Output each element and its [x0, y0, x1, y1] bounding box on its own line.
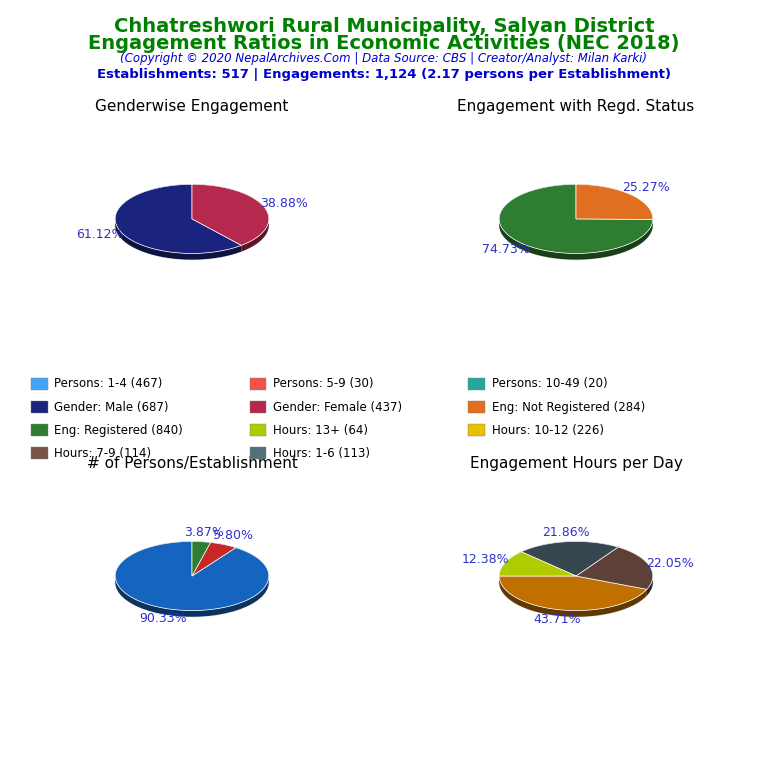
Polygon shape — [618, 547, 653, 595]
Text: Hours: 13+ (64): Hours: 13+ (64) — [273, 424, 368, 436]
Text: Establishments: 517 | Engagements: 1,124 (2.17 persons per Establishment): Establishments: 517 | Engagements: 1,124… — [97, 68, 671, 81]
Polygon shape — [115, 541, 269, 617]
Title: Engagement with Regd. Status: Engagement with Regd. Status — [458, 99, 694, 114]
Text: 90.33%: 90.33% — [139, 611, 187, 624]
Text: Persons: 5-9 (30): Persons: 5-9 (30) — [273, 378, 373, 390]
Polygon shape — [576, 547, 653, 589]
Polygon shape — [115, 184, 241, 260]
Polygon shape — [192, 541, 210, 576]
Text: 43.71%: 43.71% — [533, 613, 581, 626]
Text: (Copyright © 2020 NepalArchives.Com | Data Source: CBS | Creator/Analyst: Milan : (Copyright © 2020 NepalArchives.Com | Da… — [121, 52, 647, 65]
Title: Genderwise Engagement: Genderwise Engagement — [95, 99, 289, 114]
Polygon shape — [115, 190, 269, 260]
Polygon shape — [521, 541, 618, 576]
Text: 5.80%: 5.80% — [213, 529, 253, 542]
Polygon shape — [499, 576, 647, 611]
Text: 22.05%: 22.05% — [646, 557, 694, 570]
Text: Persons: 10-49 (20): Persons: 10-49 (20) — [492, 378, 607, 390]
Polygon shape — [115, 541, 269, 611]
Polygon shape — [115, 184, 241, 253]
Polygon shape — [499, 184, 653, 253]
Text: 74.73%: 74.73% — [482, 243, 530, 257]
Text: 61.12%: 61.12% — [76, 227, 124, 240]
Polygon shape — [576, 184, 653, 220]
Polygon shape — [192, 184, 269, 245]
Text: Persons: 1-4 (467): Persons: 1-4 (467) — [54, 378, 162, 390]
Text: 25.27%: 25.27% — [622, 181, 670, 194]
Text: Eng: Not Registered (284): Eng: Not Registered (284) — [492, 401, 645, 413]
Text: 3.87%: 3.87% — [184, 525, 223, 538]
Text: Gender: Female (437): Gender: Female (437) — [273, 401, 402, 413]
Polygon shape — [521, 541, 618, 558]
Text: 38.88%: 38.88% — [260, 197, 308, 210]
Polygon shape — [499, 551, 576, 576]
Text: Hours: 1-6 (113): Hours: 1-6 (113) — [273, 447, 369, 459]
Polygon shape — [499, 184, 653, 260]
Polygon shape — [192, 542, 236, 576]
Polygon shape — [499, 190, 653, 260]
Text: Gender: Male (687): Gender: Male (687) — [54, 401, 168, 413]
Polygon shape — [192, 184, 269, 252]
Polygon shape — [192, 541, 210, 548]
Polygon shape — [115, 548, 269, 617]
Polygon shape — [576, 184, 653, 226]
Polygon shape — [210, 542, 236, 554]
Text: Hours: 10-12 (226): Hours: 10-12 (226) — [492, 424, 604, 436]
Polygon shape — [499, 576, 647, 617]
Text: Engagement Ratios in Economic Activities (NEC 2018): Engagement Ratios in Economic Activities… — [88, 34, 680, 53]
Text: Eng: Registered (840): Eng: Registered (840) — [54, 424, 183, 436]
Title: # of Persons/Establishment: # of Persons/Establishment — [87, 456, 297, 471]
Text: 21.86%: 21.86% — [541, 525, 589, 538]
Text: 12.38%: 12.38% — [462, 553, 509, 566]
Title: Engagement Hours per Day: Engagement Hours per Day — [469, 456, 683, 471]
Text: Chhatreshwori Rural Municipality, Salyan District: Chhatreshwori Rural Municipality, Salyan… — [114, 17, 654, 36]
Text: Hours: 7-9 (114): Hours: 7-9 (114) — [54, 447, 151, 459]
Polygon shape — [499, 548, 653, 617]
Polygon shape — [499, 551, 521, 582]
